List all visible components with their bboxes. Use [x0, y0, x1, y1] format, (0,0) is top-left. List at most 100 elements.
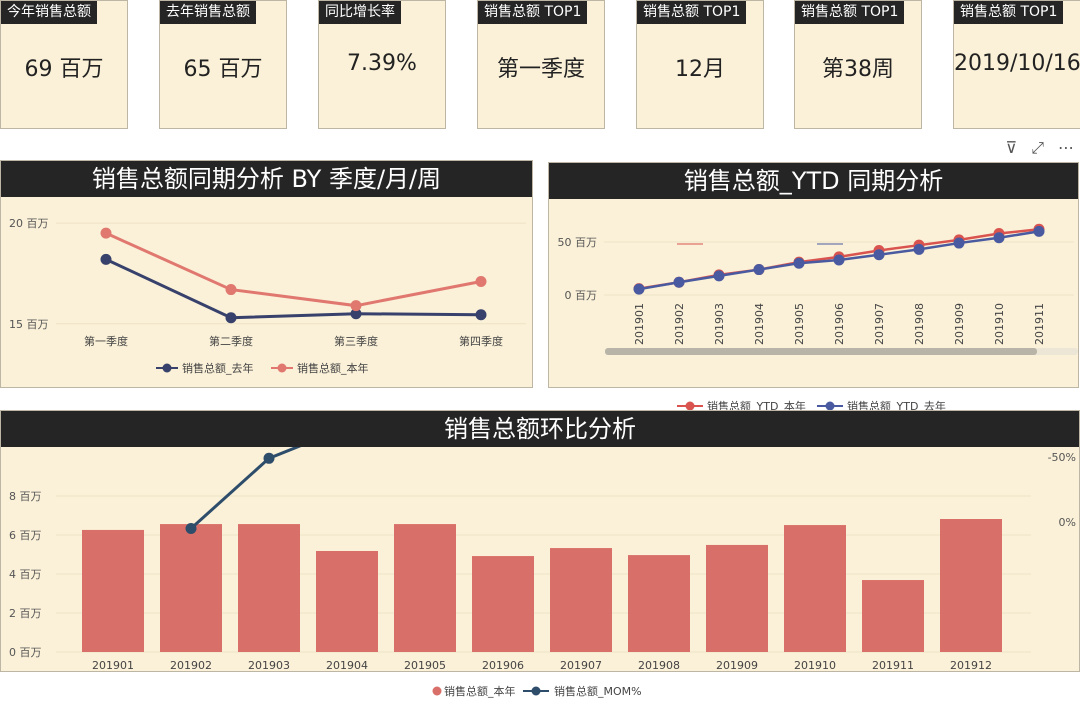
bar [550, 548, 612, 652]
data-point [100, 227, 112, 239]
x-tick-label: 201910 [993, 303, 1006, 345]
legend-label: 销售总额_YTD_去年 [847, 399, 946, 413]
kpi-card: 去年销售总额 65 百万 [159, 0, 287, 129]
data-point [263, 452, 275, 464]
x-tick-label: 201907 [873, 303, 886, 345]
kpi-value: 第一季度 [496, 57, 585, 82]
kpi-value: 69 百万 [24, 57, 104, 82]
bar [862, 580, 924, 652]
kpi-value: 7.39% [347, 51, 417, 76]
scrollbar-thumb[interactable] [605, 348, 1037, 355]
x-tick-label: 201901 [92, 659, 134, 672]
kpi-value: 第38周 [822, 57, 894, 82]
x-tick-label: 201904 [326, 659, 368, 672]
filter-icon[interactable]: ⊽ [1005, 138, 1018, 157]
kpi-card: 销售总额 TOP1 12月 [636, 0, 764, 129]
x-tick-label: 201904 [753, 303, 766, 345]
x-tick-label: 201910 [794, 659, 836, 672]
x-tick-label: 第三季度 [334, 334, 378, 348]
data-point [475, 276, 487, 287]
y-tick-label: 2 百万 [9, 607, 42, 620]
x-tick-label: 201908 [638, 659, 680, 672]
quarter-chart-panel: 销售总额同期分析 BY 季度/月/周 15 百万 20 百万 第一季度 第二季度 第三季… [0, 160, 533, 388]
kpi-label: 销售总额 TOP1 [954, 1, 1064, 24]
x-tick-label: 第四季度 [459, 334, 503, 348]
x-tick-label: 201906 [833, 303, 846, 345]
focus-mode-icon[interactable]: ⤢ [1031, 138, 1044, 157]
y2-tick-label: -50% [1048, 451, 1076, 464]
data-point [1033, 225, 1045, 237]
kpi-label: 同比增长率 [319, 1, 401, 24]
kpi-card: 销售总额 TOP1 第38周 [794, 0, 922, 129]
mom-line [189, 398, 972, 530]
bar [706, 544, 768, 652]
legend-marker [162, 363, 172, 373]
bar [394, 524, 456, 652]
data-point [185, 523, 197, 534]
legend-label: 销售总额_去年 [182, 361, 254, 375]
x-tick-label: 201902 [170, 659, 212, 672]
bar [82, 529, 144, 652]
legend-label: 销售总额_本年 [297, 361, 369, 375]
x-tick-label: 第二季度 [209, 334, 253, 348]
more-options-icon[interactable]: ⋯ [1058, 138, 1074, 157]
x-tick-label: 201906 [482, 659, 524, 672]
x-tick-label: 201905 [793, 303, 806, 345]
legend-label: 销售总额_MOM% [554, 684, 642, 698]
kpi-card: 同比增长率 7.39% [318, 0, 446, 129]
x-tick-label: 201905 [404, 659, 446, 672]
y-tick-label: 50 百万 [558, 236, 598, 249]
series-line-0 [105, 257, 482, 320]
series-line-1 [105, 231, 482, 308]
data-point [225, 284, 237, 296]
legend-marker [685, 401, 695, 411]
x-tick-label: 201911 [1033, 303, 1046, 345]
kpi-value: 2019/10/16 [954, 51, 1080, 76]
bar [238, 524, 300, 652]
bar [316, 550, 378, 652]
bar [472, 556, 534, 652]
x-tick-label: 201903 [713, 303, 726, 345]
data-point [350, 308, 362, 320]
x-tick-label: 201909 [716, 659, 758, 672]
legend-label: 销售总额_YTD_本年 [707, 399, 806, 413]
data-point [873, 249, 885, 261]
kpi-card: 今年销售总额 69 百万 [0, 0, 128, 129]
y-tick-label: 0 百万 [565, 289, 598, 302]
y-tick-label: 20 百万 [9, 217, 49, 230]
kpi-card: 销售总额 TOP1 第一季度 [477, 0, 605, 129]
data-point [793, 257, 805, 269]
ytd-chart-panel: 销售总额_YTD 同期分析 0 百万 50 百万 201901 201902 20190… [548, 162, 1079, 413]
x-tick-label: 201901 [633, 303, 646, 345]
ytd-line-chart: 0 百万 50 百万 201901 201902 201903 201904 201905 2… [558, 223, 1078, 413]
data-point [753, 264, 765, 276]
x-tick-label: 201912 [950, 659, 992, 672]
kpi-label: 今年销售总额 [1, 1, 97, 24]
x-tick-label: 201903 [248, 659, 290, 672]
data-point [633, 283, 645, 295]
chart-title: 销售总额同期分析 BY 季度/月/周 [1, 161, 532, 197]
kpi-label: 去年销售总额 [160, 1, 256, 24]
bar [628, 555, 690, 652]
chart-title: 销售总额_YTD 同期分析 [549, 163, 1078, 199]
x-tick-label: 201902 [673, 303, 686, 345]
legend-marker [531, 686, 541, 696]
y-tick-label: 0 百万 [9, 646, 42, 659]
bar [940, 519, 1002, 652]
kpi-value: 65 百万 [183, 57, 263, 82]
legend-marker [432, 686, 442, 696]
kpi-card: 销售总额 TOP1 2019/10/16 [953, 0, 1080, 129]
legend-marker [277, 363, 287, 373]
data-point [913, 243, 925, 255]
legend-marker [825, 401, 835, 411]
mom-combo-chart: 0 百万2 百万4 百万6 百万8 百万0%-50%-100%201901201… [9, 386, 1076, 698]
y-tick-label: 4 百万 [9, 568, 42, 581]
x-tick-label: 201907 [560, 659, 602, 672]
bar [784, 525, 846, 652]
y-tick-label: 6 百万 [9, 529, 42, 542]
visual-toolbar: ⊽ ⤢ ⋯ [1005, 138, 1074, 158]
bar [160, 524, 222, 652]
data-point [100, 253, 112, 265]
kpi-label: 销售总额 TOP1 [795, 1, 905, 24]
